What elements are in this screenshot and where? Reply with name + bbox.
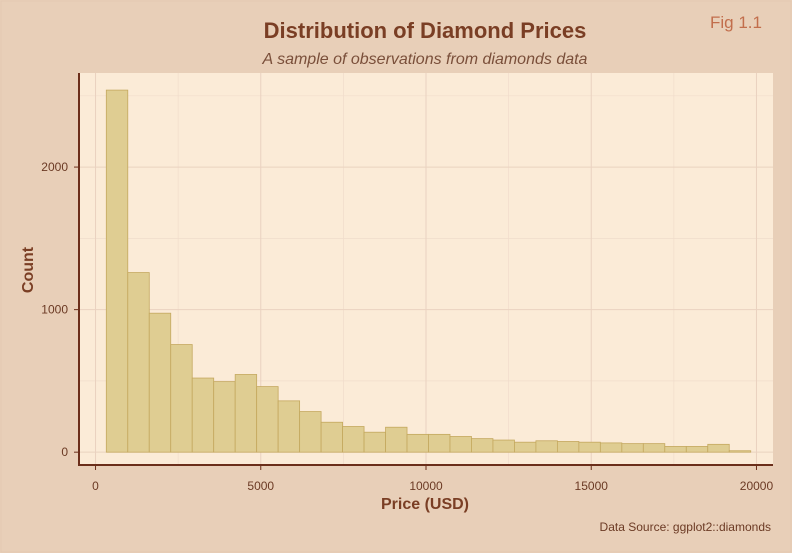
histogram-bar — [707, 443, 730, 453]
histogram-bar — [406, 433, 429, 453]
x-axis-ticks: 0 5000 10000 15000 20000 — [92, 465, 773, 493]
histogram-bar — [148, 312, 172, 453]
y-axis-ticks: 0 1000 2000 — [41, 160, 79, 459]
histogram-bar — [170, 344, 193, 453]
histogram-bar — [471, 438, 494, 453]
figure-label: Fig 1.1 — [710, 13, 762, 32]
histogram-bar — [385, 426, 408, 453]
y-axis-title: Count — [20, 246, 37, 293]
histogram-bar — [234, 374, 258, 453]
histogram-bar — [127, 272, 150, 453]
histogram-bar — [105, 89, 129, 453]
histogram-bar — [492, 439, 515, 453]
histogram-bar — [299, 411, 322, 453]
histogram-bar — [256, 386, 279, 453]
data-source-caption: Data Source: ggplot2::diamonds — [600, 520, 771, 534]
histogram-bars — [105, 89, 752, 453]
histogram-bar — [578, 441, 601, 453]
x-axis-title: Price (USD) — [381, 496, 469, 513]
chart-subtitle: A sample of observations from diamonds d… — [262, 51, 588, 68]
histogram-bar — [449, 436, 472, 453]
x-tick-label: 0 — [92, 479, 99, 493]
histogram-bar — [363, 431, 386, 453]
chart-title: Distribution of Diamond Prices — [264, 18, 587, 43]
histogram-bar — [556, 441, 580, 453]
histogram-bar — [213, 381, 236, 453]
histogram-bar — [535, 440, 558, 453]
y-tick-label: 2000 — [41, 160, 68, 174]
histogram-bar — [428, 433, 451, 453]
x-tick-label: 15000 — [575, 479, 609, 493]
histogram-bar — [320, 421, 343, 453]
histogram-bar — [514, 441, 537, 453]
histogram-bar — [642, 443, 666, 453]
y-tick-label: 0 — [61, 445, 68, 459]
histogram-bar — [342, 426, 365, 453]
histogram-bar — [728, 450, 752, 453]
histogram-bar — [664, 446, 687, 453]
x-tick-label: 10000 — [409, 479, 443, 493]
x-tick-label: 20000 — [740, 479, 774, 493]
histogram-bar — [191, 377, 215, 453]
y-tick-label: 1000 — [41, 303, 68, 317]
x-tick-label: 5000 — [247, 479, 274, 493]
histogram-bar — [621, 443, 644, 453]
histogram-bar — [599, 442, 623, 453]
histogram-bar — [685, 446, 709, 453]
histogram-bar — [277, 400, 301, 453]
